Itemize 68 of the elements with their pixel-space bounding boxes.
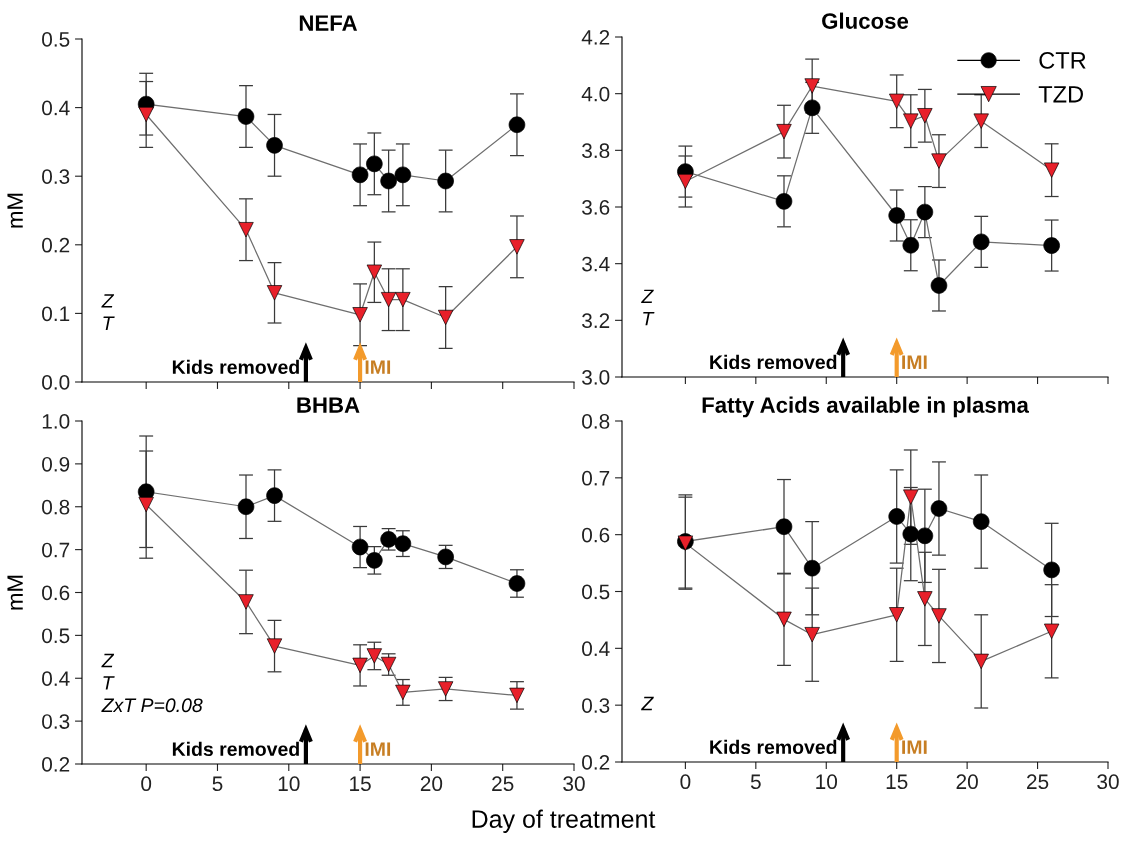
- legend-label: CTR: [1039, 52, 1086, 69]
- y-axis-title: mM: [7, 575, 23, 610]
- x-tick-label: 25: [1027, 774, 1049, 790]
- y-axis-title: mM: [7, 193, 23, 228]
- y-tick-label: 0.8: [42, 499, 70, 515]
- ref-line-label: IMI: [902, 355, 927, 369]
- ref-line-label: Kids removed: [172, 741, 299, 757]
- x-tick-label: 25: [492, 776, 514, 792]
- y-tick-label: 0.9: [42, 456, 70, 472]
- point: [138, 496, 154, 513]
- x-tick-label: 5: [750, 774, 761, 790]
- ref-line-label: Kids removed: [172, 359, 299, 375]
- y-tick-label: 0.6: [42, 585, 70, 601]
- y-tick-label: 0.3: [582, 698, 610, 713]
- y-tick-label: 0.5: [42, 32, 70, 47]
- y-tick-label: 0.0: [42, 375, 70, 390]
- x-tick-label: 15: [350, 776, 371, 792]
- y-tick-label: 0.3: [42, 169, 70, 184]
- x-axis-title: Day of treatment: [472, 809, 656, 833]
- annotation: Z T: [101, 294, 115, 330]
- ref-line-label: IMI: [365, 360, 391, 374]
- chart-title: Glucose: [822, 12, 909, 29]
- y-tick-label: 0.2: [42, 757, 70, 772]
- y-tick-label: 0.7: [42, 542, 70, 558]
- x-tick-label: 0: [680, 774, 691, 790]
- y-tick-label: 0.3: [42, 714, 70, 729]
- y-tick-label: 4.2: [581, 30, 610, 45]
- x-tick-label: 20: [956, 774, 978, 790]
- ref-line-label: IMI: [365, 742, 391, 756]
- point: [394, 166, 412, 184]
- y-tick-label: 4.0: [581, 86, 610, 102]
- x-tick-label: 30: [563, 776, 585, 792]
- legend-label: TZD: [1038, 86, 1083, 103]
- annotation: Z: [641, 696, 654, 711]
- y-tick-label: 0.6: [582, 527, 610, 543]
- y-tick-label: 0.8: [582, 414, 610, 429]
- y-tick-label: 3.8: [582, 143, 610, 159]
- y-tick-label: 1.0: [42, 414, 70, 429]
- y-tick-label: 3.0: [582, 370, 610, 385]
- annotation: Z T: [641, 289, 655, 326]
- y-tick-label: 0.2: [42, 237, 70, 253]
- chart-title: BHBA: [297, 397, 360, 413]
- y-tick-label: 0.7: [582, 470, 610, 486]
- point: [351, 166, 369, 184]
- y-tick-label: 0.4: [42, 100, 70, 116]
- x-tick-label: 5: [212, 776, 223, 792]
- chart-title: NEFA: [299, 15, 358, 31]
- x-tick-label: 30: [1097, 774, 1119, 790]
- y-tick-label: 0.2: [582, 755, 610, 770]
- ref-line-label: Kids removed: [710, 354, 837, 370]
- y-tick-label: 0.4: [582, 641, 610, 657]
- y-tick-label: 3.4: [582, 256, 610, 272]
- x-tick-label: 10: [816, 774, 838, 790]
- chart-title: Fatty Acids available in plasma: [702, 396, 1029, 418]
- annotation: Z T ZxT P=0.08: [101, 653, 203, 713]
- y-tick-label: 0.1: [42, 306, 70, 322]
- point: [803, 99, 821, 117]
- ref-line-label: Kids removed: [710, 739, 837, 755]
- y-tick-label: 0.4: [42, 671, 70, 686]
- x-tick-label: 15: [886, 774, 908, 790]
- ref-line-label: IMI: [902, 740, 927, 754]
- y-tick-label: 0.5: [42, 628, 70, 644]
- x-tick-label: 10: [278, 776, 300, 792]
- x-tick-label: 20: [420, 776, 443, 792]
- x-tick-label: 0: [141, 776, 152, 792]
- y-tick-label: 3.6: [582, 200, 610, 215]
- y-tick-label: 0.5: [582, 584, 610, 600]
- y-tick-label: 3.2: [582, 313, 610, 329]
